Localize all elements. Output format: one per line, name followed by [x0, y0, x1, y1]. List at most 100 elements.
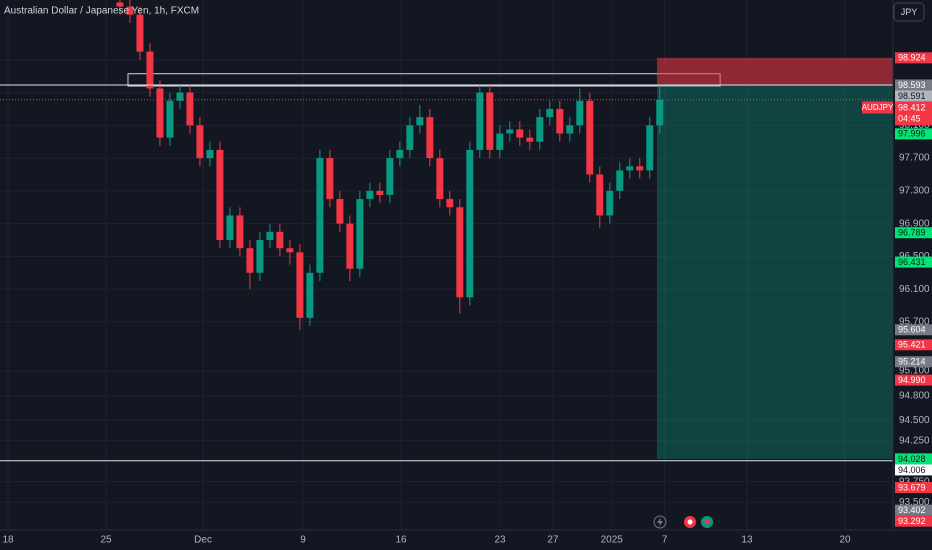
x-tick-label: 9	[300, 535, 306, 546]
price-label-bg	[895, 481, 932, 493]
icon-glyph	[704, 519, 710, 525]
current-price-label: 98.412	[898, 102, 926, 112]
grid	[0, 0, 893, 530]
price-label-bg	[895, 339, 932, 351]
price-label: 95.421	[898, 340, 926, 350]
x-tick-label: 23	[494, 535, 506, 546]
price-label-bg	[895, 324, 932, 336]
candle-body	[546, 108, 554, 118]
x-tick-label: 13	[741, 535, 753, 546]
candle-body	[286, 248, 294, 253]
current-price-bg	[895, 101, 932, 126]
x-tick-label: 27	[547, 535, 559, 546]
y-tick-label: 94.800	[899, 390, 930, 401]
candle-body	[316, 158, 324, 273]
price-label-bg	[895, 52, 932, 64]
candle-body	[206, 149, 214, 159]
candle-body	[616, 170, 624, 191]
y-tick-label: 97.300	[899, 186, 930, 197]
currency-button[interactable]	[893, 2, 925, 22]
candle-body	[216, 149, 224, 241]
candle-body	[496, 133, 504, 150]
candle-body	[366, 190, 374, 200]
x-tick-label: 18	[2, 535, 14, 546]
price-label: 96.789	[898, 228, 926, 238]
target-zone	[657, 85, 893, 459]
price-label: 93.679	[898, 482, 926, 492]
countdown-label: 04:45	[898, 113, 921, 123]
candle-body	[386, 158, 394, 195]
candle-body	[166, 100, 174, 138]
candle-body	[566, 125, 574, 134]
price-label: 98.591	[898, 91, 926, 101]
price-label: 97.996	[898, 129, 926, 139]
candle-body	[646, 125, 654, 171]
candle-body	[596, 174, 604, 216]
candle-body	[466, 149, 474, 298]
x-tick-label: 7	[662, 535, 668, 546]
candle-body	[156, 88, 164, 138]
price-label: 94.028	[898, 454, 926, 464]
candle-body	[476, 92, 484, 150]
x-tick-label: 20	[839, 535, 851, 546]
y-tick-label: 94.250	[899, 435, 930, 446]
candle-body	[376, 190, 384, 195]
y-tick-label: 95.100	[899, 366, 930, 377]
candle-body	[486, 92, 494, 150]
x-tick-label: 25	[100, 535, 112, 546]
candle-body	[126, 6, 134, 15]
stop-zone	[657, 57, 893, 86]
candle-body	[196, 125, 204, 159]
candle-body	[516, 129, 524, 138]
candle-body	[606, 190, 614, 216]
candle-body	[656, 99, 664, 126]
candle-body	[636, 166, 644, 171]
price-label: 95.604	[898, 325, 926, 335]
candle-body	[146, 51, 154, 89]
candle-body	[526, 137, 534, 142]
candle-body	[456, 207, 464, 298]
price-label: 95.214	[898, 357, 926, 367]
icon[interactable]	[653, 515, 667, 529]
price-label: 93.402	[898, 505, 926, 515]
y-tick-label: 96.100	[899, 284, 930, 295]
price-label-bg	[895, 128, 932, 140]
candle-body	[436, 158, 444, 200]
candle-body	[246, 248, 254, 273]
symbol-label: AUDJPY	[862, 103, 894, 112]
candle-body	[346, 223, 354, 269]
price-label: 98.924	[898, 53, 926, 63]
y-tick-label: 95.700	[899, 317, 930, 328]
candle-body	[136, 14, 144, 52]
candles	[116, 0, 664, 331]
candle-body	[506, 129, 514, 134]
drawings	[127, 57, 893, 459]
y-tick-label: 93.500	[899, 497, 930, 508]
candle-body	[266, 231, 274, 241]
y-tick-label: 96.500	[899, 251, 930, 262]
candle-body	[236, 215, 244, 249]
price-label-bg	[895, 79, 932, 91]
price-label-bg	[895, 464, 932, 476]
y-tick-label: 97.700	[899, 153, 930, 164]
candle-body	[326, 158, 334, 200]
price-label: 93.292	[898, 516, 926, 526]
bottom-icons	[653, 515, 713, 529]
candle-body	[446, 199, 454, 208]
candle-body	[536, 117, 544, 142]
candle-body	[186, 92, 194, 126]
chart-title: Australian Dollar / Japanese Yen, 1h, FX…	[4, 6, 199, 17]
candle-body	[256, 240, 264, 273]
price-label: 98.593	[898, 80, 926, 90]
y-tick-label: 98.100	[899, 120, 930, 131]
price-label-bg	[895, 515, 932, 527]
candle-body	[416, 117, 424, 126]
price-label-bg	[895, 256, 932, 268]
candle-body	[426, 117, 434, 159]
candle-body	[226, 215, 234, 241]
candle-body	[576, 100, 584, 126]
